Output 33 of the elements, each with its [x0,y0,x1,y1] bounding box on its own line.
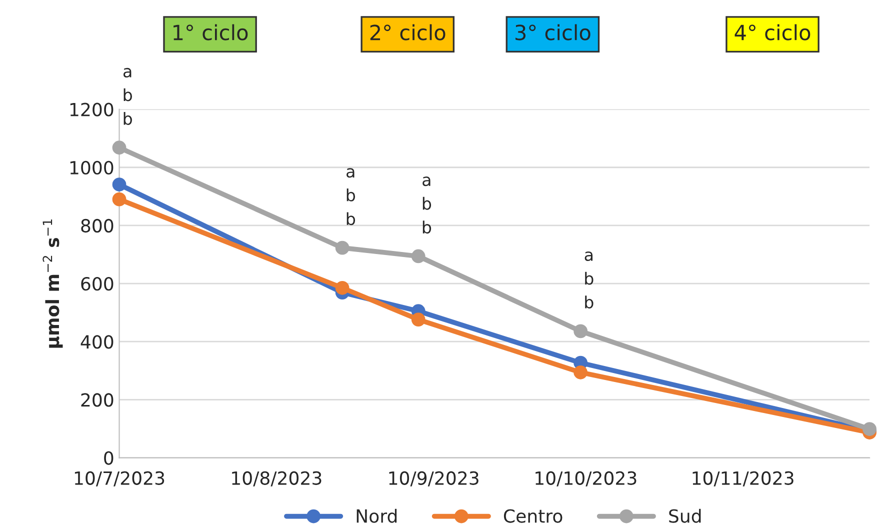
x-tick-label: 10/11/2023 [692,471,794,486]
x-tick-label: 10/10/2023 [536,471,636,486]
point [112,140,126,155]
x-tick-label: 10/9/2023 [389,471,478,486]
point [574,324,588,338]
point [335,240,350,255]
point [112,192,126,206]
legend-label: Nord [356,508,397,523]
y-tick-label: 0 [104,451,114,465]
point [574,365,588,380]
point [335,280,350,295]
x-tick-label: 10/8/2023 [232,471,322,486]
annotation: a b b [422,176,432,234]
point [112,178,126,192]
point [411,312,426,326]
y-tick-label: 400 [80,335,114,349]
text: 3° ciclo [516,24,590,40]
y-axis-title: µmol m$^{−2}$ s$^{−1}$ [42,220,63,348]
y-tick-label: 1000 [70,160,114,174]
y-tick-label: 600 [81,276,114,291]
y-tick-label: 800 [81,218,114,233]
point [411,249,426,264]
annotation: a b b [346,168,356,226]
y-tick-label: 1200 [70,102,114,116]
text: 2° ciclo [370,24,446,40]
annotation: a b b [584,251,594,308]
text: 4° ciclo [734,24,810,40]
text: 1° ciclo [174,24,248,40]
x-tick-label: 10/7/2023 [74,471,164,486]
legend-label: Centro [504,509,562,523]
annotation: a b b [123,68,132,125]
legend-label: Sud [669,508,701,523]
y-tick-label: 200 [81,393,114,407]
